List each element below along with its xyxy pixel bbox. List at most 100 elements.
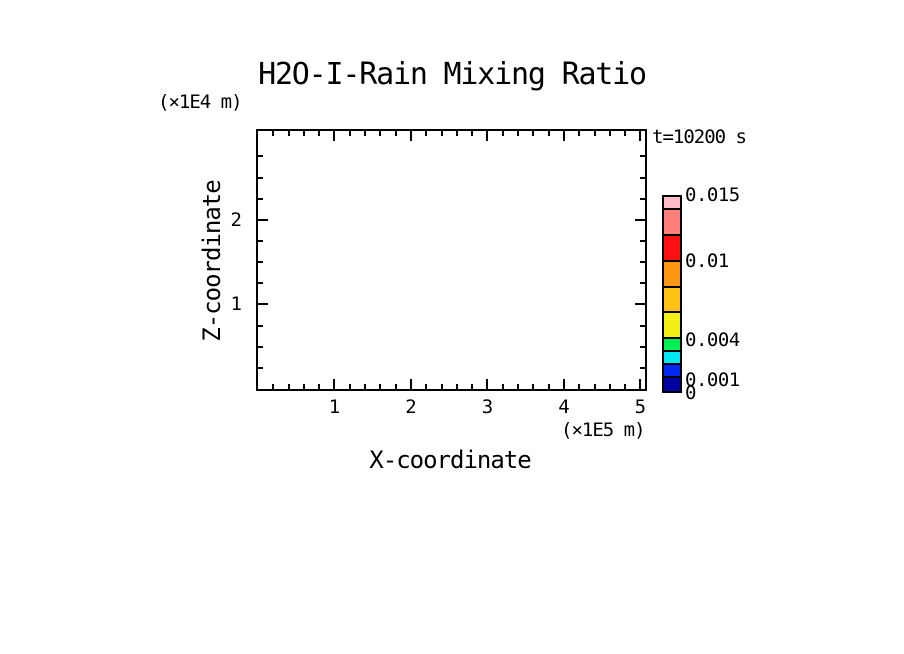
z-minor-tick — [640, 176, 645, 179]
x-minor-tick — [394, 131, 397, 136]
z-axis-unit-label: (×1E4 m) — [158, 91, 243, 113]
z-minor-tick — [258, 345, 263, 348]
x-axis-unit-label: (×1E5 m) — [561, 419, 646, 441]
x-axis-label: X-coordinate — [369, 446, 531, 474]
colorbar-segment — [664, 235, 680, 262]
x-minor-tick — [471, 384, 474, 389]
x-minor-tick — [364, 131, 367, 136]
x-minor-tick — [302, 384, 305, 389]
x-minor-tick — [624, 131, 627, 136]
colorbar-segment — [664, 339, 680, 353]
x-major-tick — [562, 379, 565, 389]
x-major-tick — [333, 131, 336, 141]
z-minor-tick — [258, 176, 263, 179]
x-major-tick — [486, 379, 489, 389]
x-minor-tick — [532, 384, 535, 389]
x-minor-tick — [348, 131, 351, 136]
x-minor-tick — [318, 384, 321, 389]
x-minor-tick — [578, 131, 581, 136]
x-minor-tick — [517, 384, 520, 389]
x-minor-tick — [501, 131, 504, 136]
colorbar-segment — [664, 352, 680, 366]
x-minor-tick — [287, 131, 290, 136]
z-minor-tick — [640, 239, 645, 242]
x-minor-tick — [532, 131, 535, 136]
x-minor-tick — [379, 384, 382, 389]
x-minor-tick — [425, 384, 428, 389]
z-minor-tick — [640, 345, 645, 348]
colorbar-segment — [664, 365, 680, 378]
x-minor-tick — [379, 131, 382, 136]
z-minor-tick — [258, 366, 263, 369]
x-tick-label: 5 — [634, 396, 647, 418]
x-major-tick — [639, 131, 642, 141]
x-minor-tick — [272, 384, 275, 389]
x-minor-tick — [440, 131, 443, 136]
x-minor-tick — [394, 384, 397, 389]
x-major-tick — [639, 379, 642, 389]
x-minor-tick — [517, 131, 520, 136]
z-major-tick — [258, 303, 268, 306]
colorbar-segment — [664, 197, 680, 210]
z-minor-tick — [258, 324, 263, 327]
x-minor-tick — [471, 131, 474, 136]
z-minor-tick — [258, 155, 263, 158]
colorbar-segment — [664, 261, 680, 288]
x-minor-tick — [364, 384, 367, 389]
colorbar-segment — [664, 209, 680, 236]
x-major-tick — [409, 379, 412, 389]
colorbar-segment — [664, 313, 680, 340]
x-major-tick — [333, 379, 336, 389]
x-minor-tick — [608, 384, 611, 389]
colorbar-label: 0.015 — [685, 184, 740, 206]
x-minor-tick — [501, 384, 504, 389]
x-minor-tick — [302, 131, 305, 136]
z-major-tick — [635, 218, 645, 221]
z-major-tick — [635, 303, 645, 306]
z-major-tick — [258, 218, 268, 221]
z-minor-tick — [640, 366, 645, 369]
x-minor-tick — [547, 384, 550, 389]
colorbar-label: 0.01 — [685, 250, 729, 272]
z-minor-tick — [258, 282, 263, 285]
x-minor-tick — [624, 384, 627, 389]
z-minor-tick — [258, 261, 263, 264]
colorbar-segment — [664, 287, 680, 314]
z-minor-tick — [258, 197, 263, 200]
x-minor-tick — [318, 131, 321, 136]
x-minor-tick — [578, 384, 581, 389]
x-minor-tick — [593, 131, 596, 136]
x-major-tick — [486, 131, 489, 141]
x-major-tick — [409, 131, 412, 141]
x-minor-tick — [608, 131, 611, 136]
z-axis-label: Z-coordinate — [198, 180, 226, 342]
x-minor-tick — [287, 384, 290, 389]
z-minor-tick — [640, 261, 645, 264]
x-minor-tick — [455, 131, 458, 136]
z-minor-tick — [640, 197, 645, 200]
colorbar-label: 0.001 — [685, 368, 740, 391]
x-tick-label: 3 — [481, 396, 494, 418]
x-minor-tick — [440, 384, 443, 389]
x-minor-tick — [348, 384, 351, 389]
x-minor-tick — [547, 131, 550, 136]
z-minor-tick — [640, 155, 645, 158]
z-minor-tick — [640, 324, 645, 327]
colorbar-segment — [664, 377, 680, 391]
z-tick-label: 1 — [230, 293, 242, 316]
colorbar-label: 0 — [685, 382, 696, 404]
x-minor-tick — [425, 131, 428, 136]
x-tick-label: 4 — [558, 396, 570, 418]
x-major-tick — [562, 131, 565, 141]
time-annotation: t=10200 s — [652, 126, 747, 148]
z-minor-tick — [258, 239, 263, 242]
x-tick-label: 1 — [328, 396, 341, 418]
z-tick-label: 2 — [230, 208, 242, 231]
colorbar — [662, 195, 682, 393]
x-minor-tick — [455, 384, 458, 389]
plot-area — [256, 129, 647, 391]
x-tick-label: 2 — [405, 396, 417, 418]
x-minor-tick — [593, 384, 596, 389]
z-minor-tick — [640, 282, 645, 285]
